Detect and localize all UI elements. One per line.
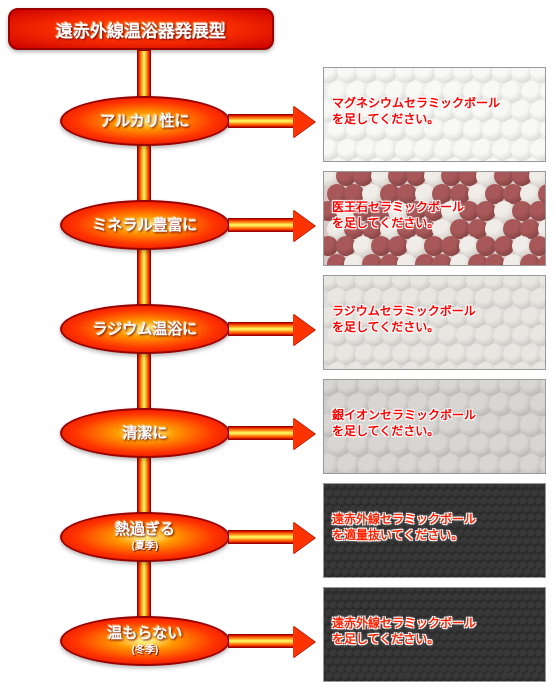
flow-node-5: 温もらない(冬季) <box>60 616 230 666</box>
caption-2: ラジウムセラミックボールを足してください。 <box>332 303 542 335</box>
node-sublabel: (冬季) <box>132 641 159 656</box>
node-sublabel: (夏季) <box>132 537 159 552</box>
flow-node-2: ラジウム温浴に <box>60 304 230 354</box>
arrow-0 <box>228 114 294 128</box>
caption-3: 銀イオンセラミックボールを足してください。 <box>332 407 542 439</box>
caption-1: 医王石セラミックボールを足してください。 <box>332 199 542 231</box>
arrow-4 <box>228 530 294 544</box>
node-label: ラジウム温浴に <box>93 322 198 337</box>
node-label: ミネラル豊富に <box>92 218 197 233</box>
caption-0: マグネシウムセラミックボールを足してください。 <box>332 95 542 127</box>
node-label: 清潔に <box>122 426 167 441</box>
node-label: 熱過ぎる <box>115 522 175 537</box>
flow-node-4: 熱過ぎる(夏季) <box>60 512 230 562</box>
caption-5: 遠赤外線セラミックボールを足してください。 <box>332 615 542 647</box>
title-box: 遠赤外線温浴器発展型 <box>8 8 274 50</box>
node-label: 温もらない <box>107 626 182 641</box>
node-label: アルカリ性に <box>100 114 189 129</box>
title-text: 遠赤外線温浴器発展型 <box>56 17 226 42</box>
arrow-3 <box>228 426 294 440</box>
flow-node-1: ミネラル豊富に <box>60 200 230 250</box>
flow-node-3: 清潔に <box>60 408 230 458</box>
arrow-2 <box>228 322 294 336</box>
arrow-5 <box>228 634 294 648</box>
arrow-1 <box>228 218 294 232</box>
caption-4: 遠赤外線セラミックボールを適量抜いてください。 <box>332 511 542 543</box>
flow-node-0: アルカリ性に <box>60 96 230 146</box>
